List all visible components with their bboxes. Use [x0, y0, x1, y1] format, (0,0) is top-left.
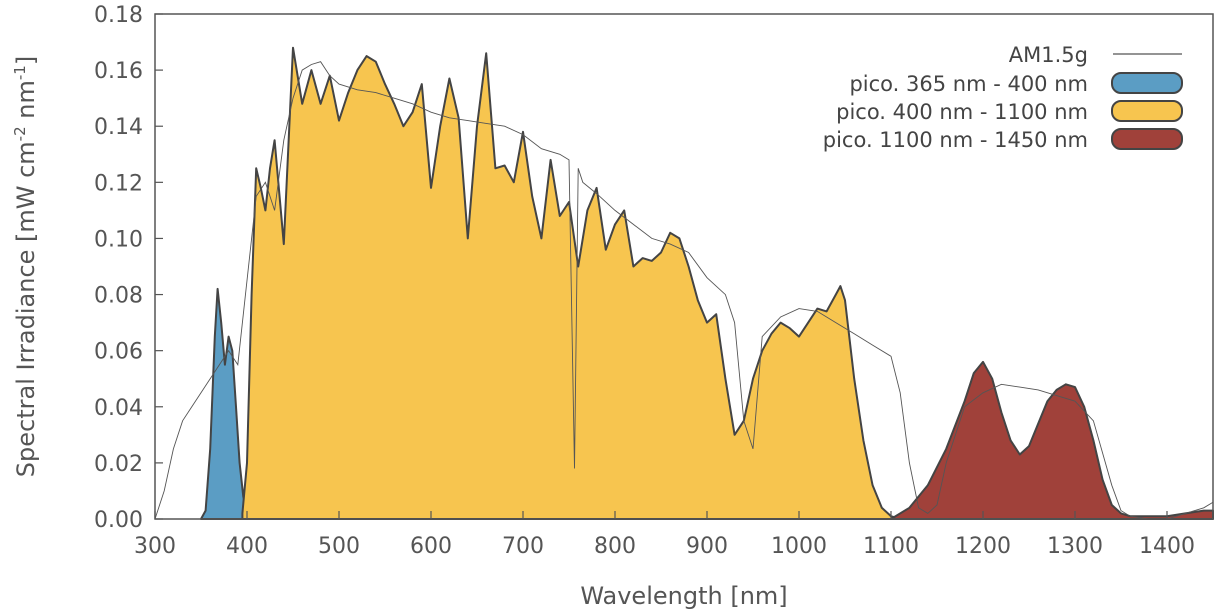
- y-axis-title-mid: nm: [12, 80, 40, 126]
- y-axis-title-sup2: -1: [11, 65, 29, 80]
- y-tick-label: 0.06: [94, 340, 143, 365]
- y-tick-label: 0.12: [94, 171, 143, 196]
- y-tick-label: 0.18: [94, 3, 143, 28]
- series-line-0: [154, 61, 1214, 520]
- x-tick-label: 400: [226, 534, 268, 559]
- y-axis-title-main: Spectral Irradiance [mW cm: [12, 141, 40, 477]
- x-tick-label: 600: [410, 534, 452, 559]
- x-tick-label: 500: [318, 534, 360, 559]
- line-layer: [154, 61, 1214, 520]
- legend-label-3: pico. 1100 nm - 1450 nm: [823, 128, 1088, 152]
- y-tick-label: 0.00: [94, 508, 143, 533]
- x-tick-label: 700: [502, 534, 544, 559]
- y-tick-label: 0.10: [94, 227, 143, 252]
- legend-swatch-3: [1111, 128, 1183, 150]
- y-tick-label: 0.04: [94, 396, 143, 421]
- x-tick-label: 1000: [771, 534, 827, 559]
- y-tick-label: 0.02: [94, 452, 143, 477]
- y-tick-label: 0.14: [94, 115, 143, 140]
- x-tick-label: 1100: [863, 534, 919, 559]
- x-tick-label: 900: [686, 534, 728, 559]
- y-axis-title-end: ]: [12, 56, 40, 65]
- legend-swatch-1: [1111, 72, 1183, 94]
- y-axis-title: Spectral Irradiance [mW cm-2 nm-1]: [11, 56, 40, 477]
- legend-label-0: AM1.5g: [1009, 43, 1088, 67]
- x-tick-label: 1200: [955, 534, 1011, 559]
- y-tick-label: 0.16: [94, 59, 143, 84]
- legend: AM1.5g pico. 365 nm - 400 nm pico. 400 nm …: [823, 43, 1183, 152]
- x-tick-label: 800: [594, 534, 636, 559]
- legend-label-2: pico. 400 nm - 1100 nm: [836, 100, 1088, 124]
- y-axis-title-sup1: -2: [11, 126, 29, 141]
- x-tick-label: 300: [134, 534, 176, 559]
- legend-label-1: pico. 365 nm - 400 nm: [849, 72, 1088, 96]
- x-tick-label: 1300: [1047, 534, 1103, 559]
- y-tick-label: 0.08: [94, 284, 143, 309]
- x-axis-title: Wavelength [nm]: [580, 582, 787, 610]
- x-tick-label: 1400: [1139, 534, 1195, 559]
- tick-layer: 300 400 500 600 700 800 900 1000 1100 1200 1300 140…: [94, 3, 1195, 559]
- plot-frame: [154, 13, 1214, 520]
- legend-swatch-2: [1111, 100, 1183, 122]
